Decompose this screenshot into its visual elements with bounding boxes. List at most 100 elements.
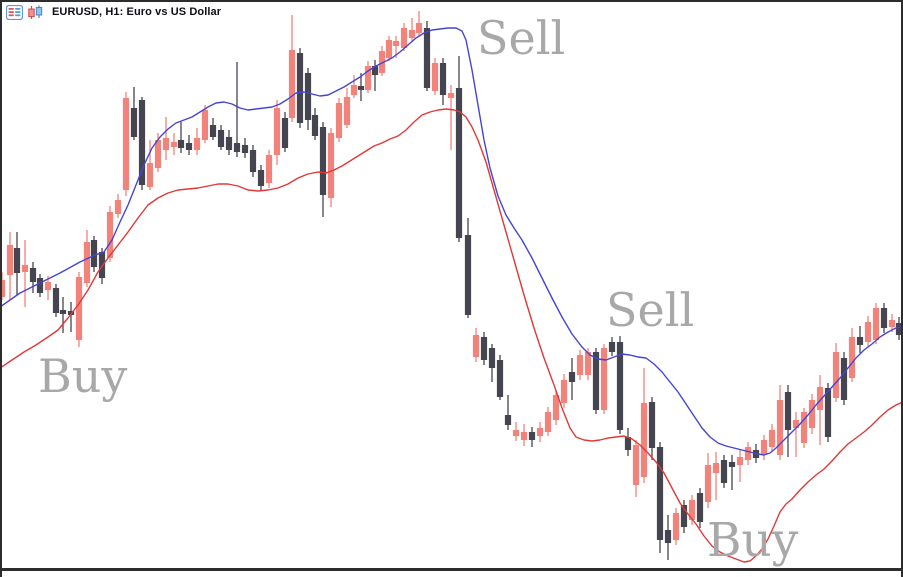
candlestick-chart-icon: [27, 5, 44, 20]
candle: [400, 28, 408, 48]
candle: [512, 430, 520, 436]
candle: [576, 355, 584, 375]
candle: [217, 130, 225, 147]
candle: [888, 320, 896, 327]
annotation-sell-0: Sell: [477, 11, 566, 65]
candle: [616, 342, 624, 430]
candle: [504, 415, 512, 425]
candle: [856, 337, 864, 345]
candle: [288, 50, 296, 118]
candle: [808, 400, 816, 428]
candle: [59, 310, 67, 314]
candle: [241, 145, 249, 153]
annotation-buy-1: Buy: [38, 349, 128, 403]
candle: [2, 280, 6, 297]
candle: [744, 447, 752, 460]
candle: [464, 235, 472, 315]
window-bottom-border: [0, 568, 903, 571]
candle: [385, 40, 393, 58]
candle: [864, 322, 872, 342]
candle: [544, 412, 552, 432]
candle: [36, 278, 44, 293]
candle: [201, 110, 209, 140]
candle: [472, 335, 480, 357]
candle: [776, 400, 784, 455]
candle: [146, 163, 154, 187]
candle: [720, 460, 728, 483]
candle: [350, 85, 358, 95]
candle: [83, 242, 91, 283]
candle: [664, 530, 672, 543]
market-watch-icon: [5, 4, 24, 20]
candle: [520, 432, 528, 440]
candle: [249, 150, 257, 172]
candle: [122, 98, 130, 190]
candle: [832, 352, 840, 398]
candle: [768, 430, 776, 447]
candle: [824, 388, 832, 437]
candle: [848, 337, 856, 378]
candle: [728, 462, 736, 467]
candle: [632, 445, 640, 485]
candle: [29, 268, 37, 282]
candle: [712, 463, 720, 473]
candle: [177, 140, 185, 148]
candle: [209, 125, 217, 137]
candle: [704, 465, 712, 502]
candle: [98, 252, 106, 278]
candle: [439, 63, 447, 95]
candle: [408, 30, 416, 38]
candle: [488, 348, 496, 368]
candle: [21, 265, 29, 272]
candle: [672, 513, 680, 540]
candle: [792, 420, 800, 428]
candle: [680, 505, 688, 527]
candle: [784, 392, 792, 430]
candle: [106, 212, 114, 258]
candle: [392, 41, 400, 46]
candle: [327, 133, 335, 198]
candle: [800, 412, 808, 443]
candle: [423, 28, 431, 88]
lower-band-line: [2, 108, 901, 563]
candle: [640, 403, 648, 477]
candle: [378, 51, 386, 73]
candle: [552, 395, 560, 420]
candle: [6, 245, 14, 275]
candle: [584, 352, 592, 375]
candle: [760, 440, 768, 455]
candle: [296, 53, 304, 123]
candle: [895, 323, 901, 335]
candle: [536, 428, 544, 436]
chart-area[interactable]: EURUSD, H1: Euro vs US Dollar Sell Buy Sel…: [2, 2, 901, 568]
candle: [736, 457, 744, 465]
candle: [154, 140, 162, 168]
annotation-sell-2: Sell: [606, 283, 695, 337]
candle: [265, 155, 273, 183]
candle: [75, 277, 83, 340]
candle: [872, 308, 880, 340]
candle: [170, 142, 178, 147]
candle: [568, 372, 576, 382]
candle: [592, 352, 600, 410]
candle: [528, 432, 536, 440]
candle: [648, 402, 656, 448]
candle: [688, 500, 696, 520]
candle: [44, 282, 52, 290]
candle: [90, 240, 98, 267]
candle: [319, 127, 327, 195]
candle: [343, 97, 351, 125]
candle: [335, 103, 343, 138]
chart-symbol-label: EURUSD, H1: Euro vs US Dollar: [52, 6, 222, 18]
annotation-buy-3: Buy: [707, 513, 799, 568]
candle: [364, 66, 372, 90]
candle: [138, 100, 146, 185]
candle: [304, 73, 312, 120]
candle: [371, 66, 379, 75]
candle: [480, 337, 488, 360]
candle: [185, 143, 193, 150]
candle: [696, 493, 704, 522]
candle: [624, 437, 632, 450]
candlestick-chart: [2, 11, 901, 563]
